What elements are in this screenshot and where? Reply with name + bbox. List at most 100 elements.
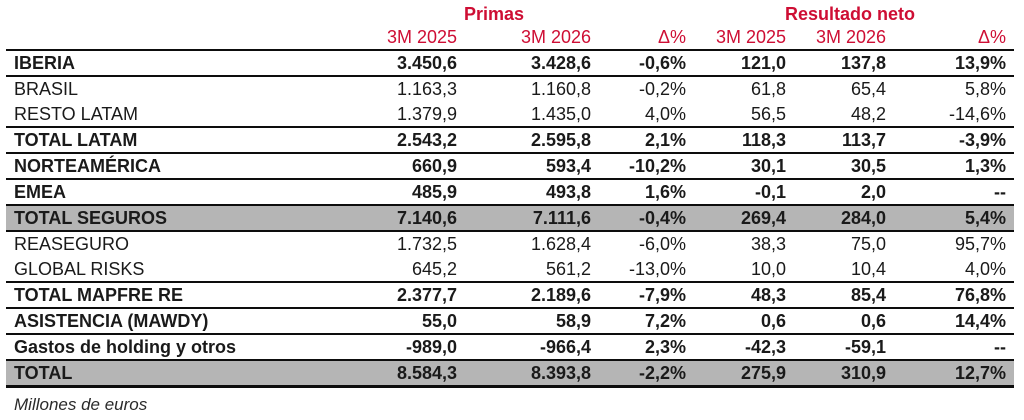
- table-row: REASEGURO 1.732,5 1.628,4 -6,0% 38,3 75,0 95,7…: [6, 231, 1014, 256]
- table-row: RESTO LATAM 1.379,9 1.435,0 4,0% 56,5 48,2 -14…: [6, 101, 1015, 128]
- value-cell: 4,0%: [894, 256, 1015, 283]
- column-header-resultado-delta-pct: Δ%: [894, 25, 1015, 52]
- row-label: BRASIL: [14, 79, 79, 100]
- value-cell: 2.543,2: [302, 126, 465, 154]
- value-cell: 61,8: [750, 79, 787, 100]
- value-cell: 30,1: [694, 152, 795, 181]
- value-cell: 275,9: [694, 360, 795, 389]
- value-cell: 7.140,6: [302, 205, 465, 233]
- row-label: Gastos de holding y otros: [6, 334, 302, 362]
- column-header-primas-delta-pct: Δ%: [599, 25, 695, 52]
- value-cell: 660,9: [302, 152, 465, 181]
- column-header-resultado-3m2026: 3M 2026: [794, 25, 895, 52]
- value-cell: 485,9: [302, 179, 465, 207]
- row-label: IBERIA: [6, 50, 302, 78]
- value-cell: -0,1: [694, 179, 795, 207]
- value-cell: -6,0%: [639, 234, 687, 255]
- value-cell: 5,4%: [894, 205, 1015, 233]
- value-cell: 5,8%: [965, 79, 1007, 100]
- group-header-resultado-neto: Resultado neto: [785, 4, 916, 24]
- value-cell: -10,2%: [599, 152, 695, 181]
- value-cell: 55,0: [302, 307, 465, 336]
- value-cell: 561,2: [465, 256, 599, 283]
- value-cell: 1,3%: [894, 152, 1015, 181]
- group-header-primas: Primas: [463, 4, 525, 24]
- row-label: TOTAL: [6, 360, 302, 389]
- table-row: GLOBAL RISKS 645,2 561,2 -13,0% 10,0 10,4 4,0%: [6, 256, 1015, 283]
- table-row: TOTAL SEGUROS 7.140,6 7.111,6 -0,4% 269,4 284…: [6, 205, 1015, 233]
- value-cell: -13,0%: [599, 256, 695, 283]
- value-cell: 1.163,3: [396, 79, 457, 100]
- value-cell: 1.435,0: [465, 101, 599, 128]
- table-row: NORTEAMÉRICA 660,9 593,4 -10,2% 30,1 30,5 1,3%: [6, 152, 1015, 181]
- value-cell: --: [894, 334, 1015, 362]
- table-row: Gastos de holding y otros -989,0 -966,4 2,3…: [6, 334, 1015, 362]
- row-label: TOTAL SEGUROS: [6, 205, 302, 233]
- value-cell: 0,6: [794, 307, 895, 336]
- corner-empty-cell: [6, 2, 302, 25]
- value-cell: 3.428,6: [465, 50, 599, 78]
- value-cell: 645,2: [302, 256, 465, 283]
- value-cell: 7.111,6: [465, 205, 599, 233]
- value-cell: 1.628,4: [530, 234, 591, 255]
- value-cell: 4,0%: [599, 101, 695, 128]
- value-cell: 75,0: [850, 234, 887, 255]
- value-cell: 76,8%: [894, 281, 1015, 309]
- table-row: BRASIL 1.163,3 1.160,8 -0,2% 61,8 65,4 5,8%: [6, 76, 1014, 101]
- value-cell: 2,1%: [599, 126, 695, 154]
- group-header-row: Primas Resultado neto: [6, 2, 1014, 25]
- value-cell: 1.160,8: [530, 79, 591, 100]
- value-cell: 1.379,9: [302, 101, 465, 128]
- value-cell: -14,6%: [894, 101, 1015, 128]
- row-label: NORTEAMÉRICA: [6, 152, 302, 181]
- table-row: IBERIA 3.450,6 3.428,6 -0,6% 121,0 137,8 13,9%: [6, 50, 1015, 78]
- row-label: REASEGURO: [14, 234, 130, 255]
- value-cell: 2.189,6: [465, 281, 599, 309]
- table-row: TOTAL MAPFRE RE 2.377,7 2.189,6 -7,9% 48,3 85…: [6, 281, 1015, 309]
- value-cell: 113,7: [794, 126, 895, 154]
- value-cell: 8.584,3: [302, 360, 465, 389]
- column-header-row: 3M 2025 3M 2026 Δ% 3M 2025 3M 2026 Δ%: [6, 25, 1015, 52]
- table-body: IBERIA 3.450,6 3.428,6 -0,6% 121,0 137,8 13,9%…: [6, 50, 1015, 389]
- value-cell: 10,0: [694, 256, 795, 283]
- value-cell: 493,8: [465, 179, 599, 207]
- value-cell: 58,9: [465, 307, 599, 336]
- value-cell: 48,3: [694, 281, 795, 309]
- row-label: TOTAL MAPFRE RE: [6, 281, 302, 309]
- value-cell: 2,3%: [599, 334, 695, 362]
- value-cell: 3.450,6: [302, 50, 465, 78]
- value-cell: -2,2%: [599, 360, 695, 389]
- value-cell: 7,2%: [599, 307, 695, 336]
- value-cell: 30,5: [794, 152, 895, 181]
- column-header-primas-3m2026: 3M 2026: [465, 25, 599, 52]
- value-cell: 56,5: [694, 101, 795, 128]
- table-row: ASISTENCIA (MAWDY) 55,0 58,9 7,2% 0,6 0,6 14,4…: [6, 307, 1015, 336]
- value-cell: 8.393,8: [465, 360, 599, 389]
- value-cell: 85,4: [794, 281, 895, 309]
- value-cell: 1.732,5: [396, 234, 457, 255]
- value-cell: 284,0: [794, 205, 895, 233]
- value-cell: 2.595,8: [465, 126, 599, 154]
- value-cell: 48,2: [794, 101, 895, 128]
- value-cell: 137,8: [794, 50, 895, 78]
- value-cell: -59,1: [794, 334, 895, 362]
- value-cell: 0,6: [694, 307, 795, 336]
- value-cell: 13,9%: [894, 50, 1015, 78]
- value-cell: -966,4: [465, 334, 599, 362]
- value-cell: -3,9%: [894, 126, 1015, 154]
- value-cell: --: [894, 179, 1015, 207]
- value-cell: 310,9: [794, 360, 895, 389]
- row-label: RESTO LATAM: [6, 101, 302, 128]
- table-row: EMEA 485,9 493,8 1,6% -0,1 2,0 --: [6, 179, 1015, 207]
- value-cell: -0,4%: [599, 205, 695, 233]
- value-cell: -7,9%: [599, 281, 695, 309]
- row-label: EMEA: [6, 179, 302, 207]
- value-cell: -0,2%: [639, 79, 687, 100]
- value-cell: 118,3: [694, 126, 795, 154]
- value-cell: 38,3: [750, 234, 787, 255]
- value-cell: 1,6%: [599, 179, 695, 207]
- value-cell: 12,7%: [894, 360, 1015, 389]
- value-cell: 593,4: [465, 152, 599, 181]
- value-cell: 10,4: [794, 256, 895, 283]
